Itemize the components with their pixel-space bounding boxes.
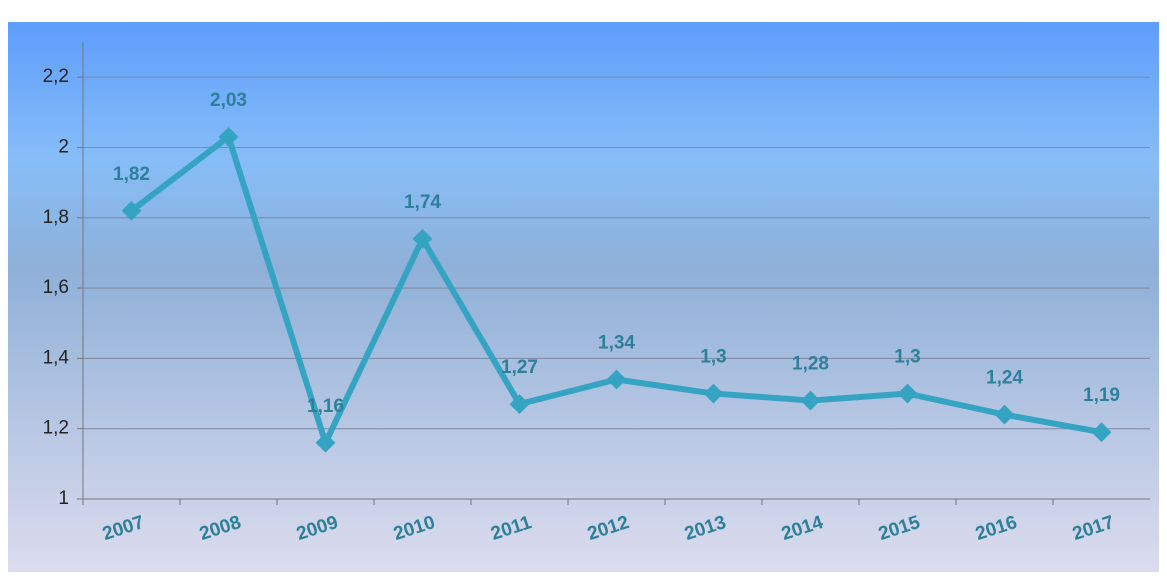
y-tick-label: 1 — [58, 488, 69, 509]
marker — [703, 383, 724, 404]
data-label: 1,3 — [700, 347, 726, 368]
marker — [897, 383, 918, 404]
marker — [509, 394, 530, 414]
y-tick-label: 1,6 — [43, 277, 69, 298]
marker — [994, 404, 1015, 425]
marker — [218, 127, 239, 147]
data-label: 1,24 — [986, 368, 1023, 389]
data-label: 1,28 — [792, 354, 829, 375]
marker — [800, 390, 821, 411]
marker — [121, 200, 142, 221]
y-tick-label: 2,2 — [43, 66, 69, 87]
data-label: 1,82 — [113, 164, 150, 185]
data-label: 1,19 — [1083, 385, 1120, 406]
data-label: 1,74 — [404, 192, 441, 213]
data-label: 1,16 — [307, 396, 344, 417]
marker — [315, 432, 336, 453]
data-label: 1,3 — [894, 347, 920, 368]
marker — [412, 228, 433, 249]
data-label: 1,34 — [598, 332, 635, 353]
y-tick-label: 1,4 — [43, 347, 70, 368]
marker — [606, 369, 627, 390]
y-tick-label: 1,8 — [43, 207, 69, 228]
data-label: 2,03 — [210, 90, 247, 111]
chart-background — [8, 22, 1159, 572]
data-label: 1,27 — [501, 357, 538, 378]
y-tick-label: 2 — [58, 136, 69, 157]
marker — [1091, 422, 1112, 443]
y-tick-label: 1,2 — [43, 418, 69, 439]
